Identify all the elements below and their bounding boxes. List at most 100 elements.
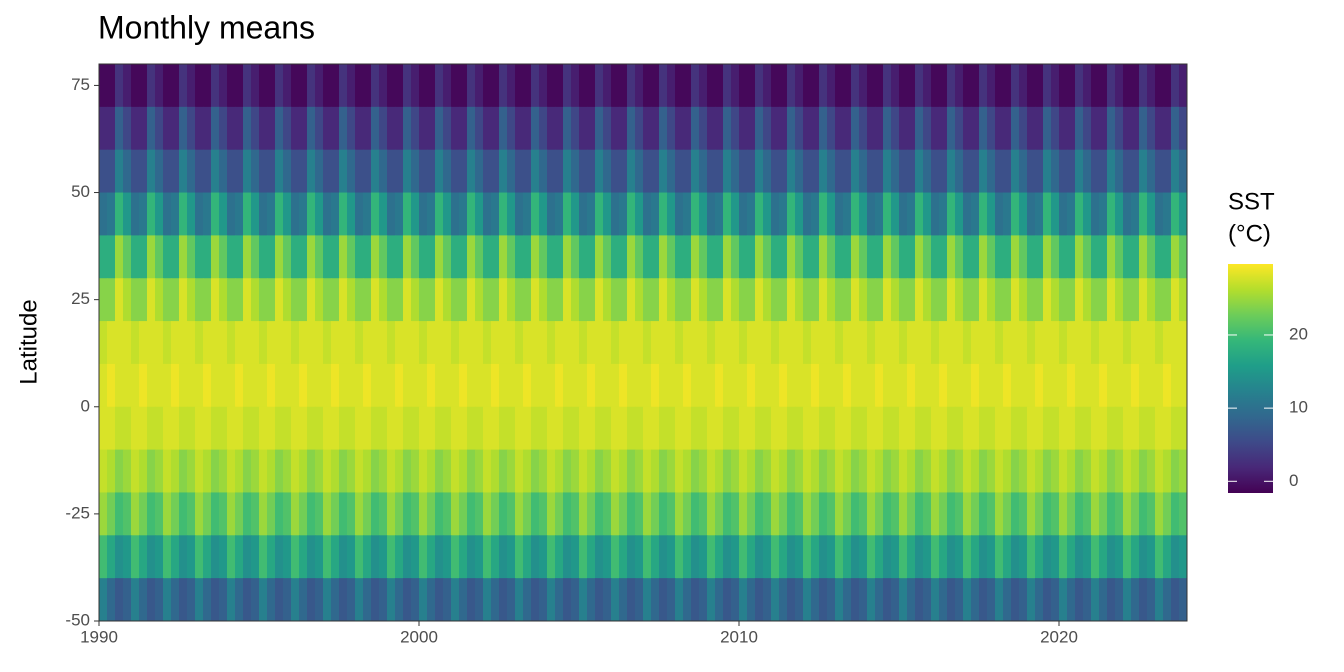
heat-cell: [851, 192, 860, 236]
heat-cell: [187, 535, 196, 579]
heat-cell: [691, 578, 700, 621]
heat-cell: [1035, 64, 1044, 108]
heat-cell: [515, 106, 524, 151]
heat-cell: [851, 535, 860, 579]
heat-cell: [1091, 535, 1100, 579]
heat-cell: [779, 535, 788, 579]
heat-cell: [1051, 578, 1060, 621]
heat-cell: [171, 64, 180, 108]
heat-cell: [243, 363, 252, 408]
heat-cell: [955, 64, 964, 108]
heat-cell: [851, 492, 860, 536]
heat-cell: [355, 149, 364, 194]
heat-cell: [275, 406, 284, 451]
heat-cell: [211, 492, 220, 536]
heat-cell: [1147, 492, 1156, 536]
heat-cell: [643, 278, 652, 322]
heat-cell: [1051, 321, 1060, 365]
heat-cell: [939, 321, 948, 365]
heat-cell: [635, 149, 644, 194]
heat-cell: [579, 149, 588, 194]
heat-cell: [171, 278, 180, 322]
heat-cell: [507, 535, 516, 579]
heat-cell: [747, 321, 756, 365]
heat-cell: [1107, 449, 1116, 494]
heat-cell: [947, 363, 956, 408]
heat-cell: [1171, 106, 1180, 151]
heat-cell: [187, 449, 196, 494]
heat-cell: [187, 192, 196, 236]
heat-cell: [947, 321, 956, 365]
heat-cell: [211, 578, 220, 621]
heat-cell: [787, 278, 796, 322]
heat-cell: [379, 363, 388, 408]
heat-cell: [307, 64, 316, 108]
heat-cell: [139, 578, 148, 621]
heat-cell: [555, 449, 564, 494]
heat-cell: [227, 278, 236, 322]
heat-cell: [339, 406, 348, 451]
heat-cell: [707, 363, 716, 408]
heat-cell: [835, 64, 844, 108]
heat-cell: [643, 449, 652, 494]
heat-cell: [899, 449, 908, 494]
heat-cell: [755, 149, 764, 194]
heat-cell: [523, 235, 532, 279]
heat-cell: [1115, 321, 1124, 365]
heat-cell: [803, 406, 812, 451]
heat-cell: [619, 278, 628, 322]
heat-cell: [1019, 64, 1028, 108]
heat-cell: [1035, 321, 1044, 365]
heat-cell: [203, 449, 212, 494]
heat-cell: [1147, 278, 1156, 322]
heat-cell: [555, 535, 564, 579]
heat-cell: [1027, 321, 1036, 365]
heat-cell: [163, 406, 172, 451]
heat-cell: [643, 149, 652, 194]
heat-cell: [699, 535, 708, 579]
heat-cell: [427, 449, 436, 494]
heat-cell: [467, 578, 476, 621]
heat-cell: [395, 406, 404, 451]
heat-cell: [323, 64, 332, 108]
heat-cell: [1075, 149, 1084, 194]
heat-cell: [147, 363, 156, 408]
heat-cell: [555, 64, 564, 108]
heat-cell: [363, 278, 372, 322]
heat-cell: [291, 149, 300, 194]
heat-cell: [443, 192, 452, 236]
heat-cell: [915, 106, 924, 151]
heat-cell: [339, 492, 348, 536]
heat-cell: [627, 278, 636, 322]
heat-cell: [771, 149, 780, 194]
heat-cell: [1083, 149, 1092, 194]
heat-cell: [1155, 278, 1164, 322]
heat-cell: [163, 106, 172, 151]
heat-cell: [747, 492, 756, 536]
heat-cell: [611, 449, 620, 494]
heat-cell: [147, 578, 156, 621]
heat-cell: [683, 106, 692, 151]
heat-cell: [1179, 149, 1187, 194]
heat-cell: [1075, 192, 1084, 236]
heat-cell: [99, 321, 108, 365]
heat-cell: [155, 278, 164, 322]
heat-cell: [707, 449, 716, 494]
heat-cell: [1027, 363, 1036, 408]
heat-cell: [515, 492, 524, 536]
colorbar-tick-label: 20: [1289, 324, 1308, 343]
heat-cell: [339, 235, 348, 279]
heat-cell: [371, 192, 380, 236]
heat-cell: [627, 106, 636, 151]
heat-cell: [843, 149, 852, 194]
heat-cell: [955, 235, 964, 279]
heat-cell: [611, 321, 620, 365]
heat-cell: [723, 64, 732, 108]
heat-cell: [955, 149, 964, 194]
heat-cell: [251, 192, 260, 236]
heat-cell: [227, 235, 236, 279]
heat-cell: [379, 406, 388, 451]
heat-cell: [523, 321, 532, 365]
heat-cell: [419, 278, 428, 322]
heat-cell: [987, 106, 996, 151]
